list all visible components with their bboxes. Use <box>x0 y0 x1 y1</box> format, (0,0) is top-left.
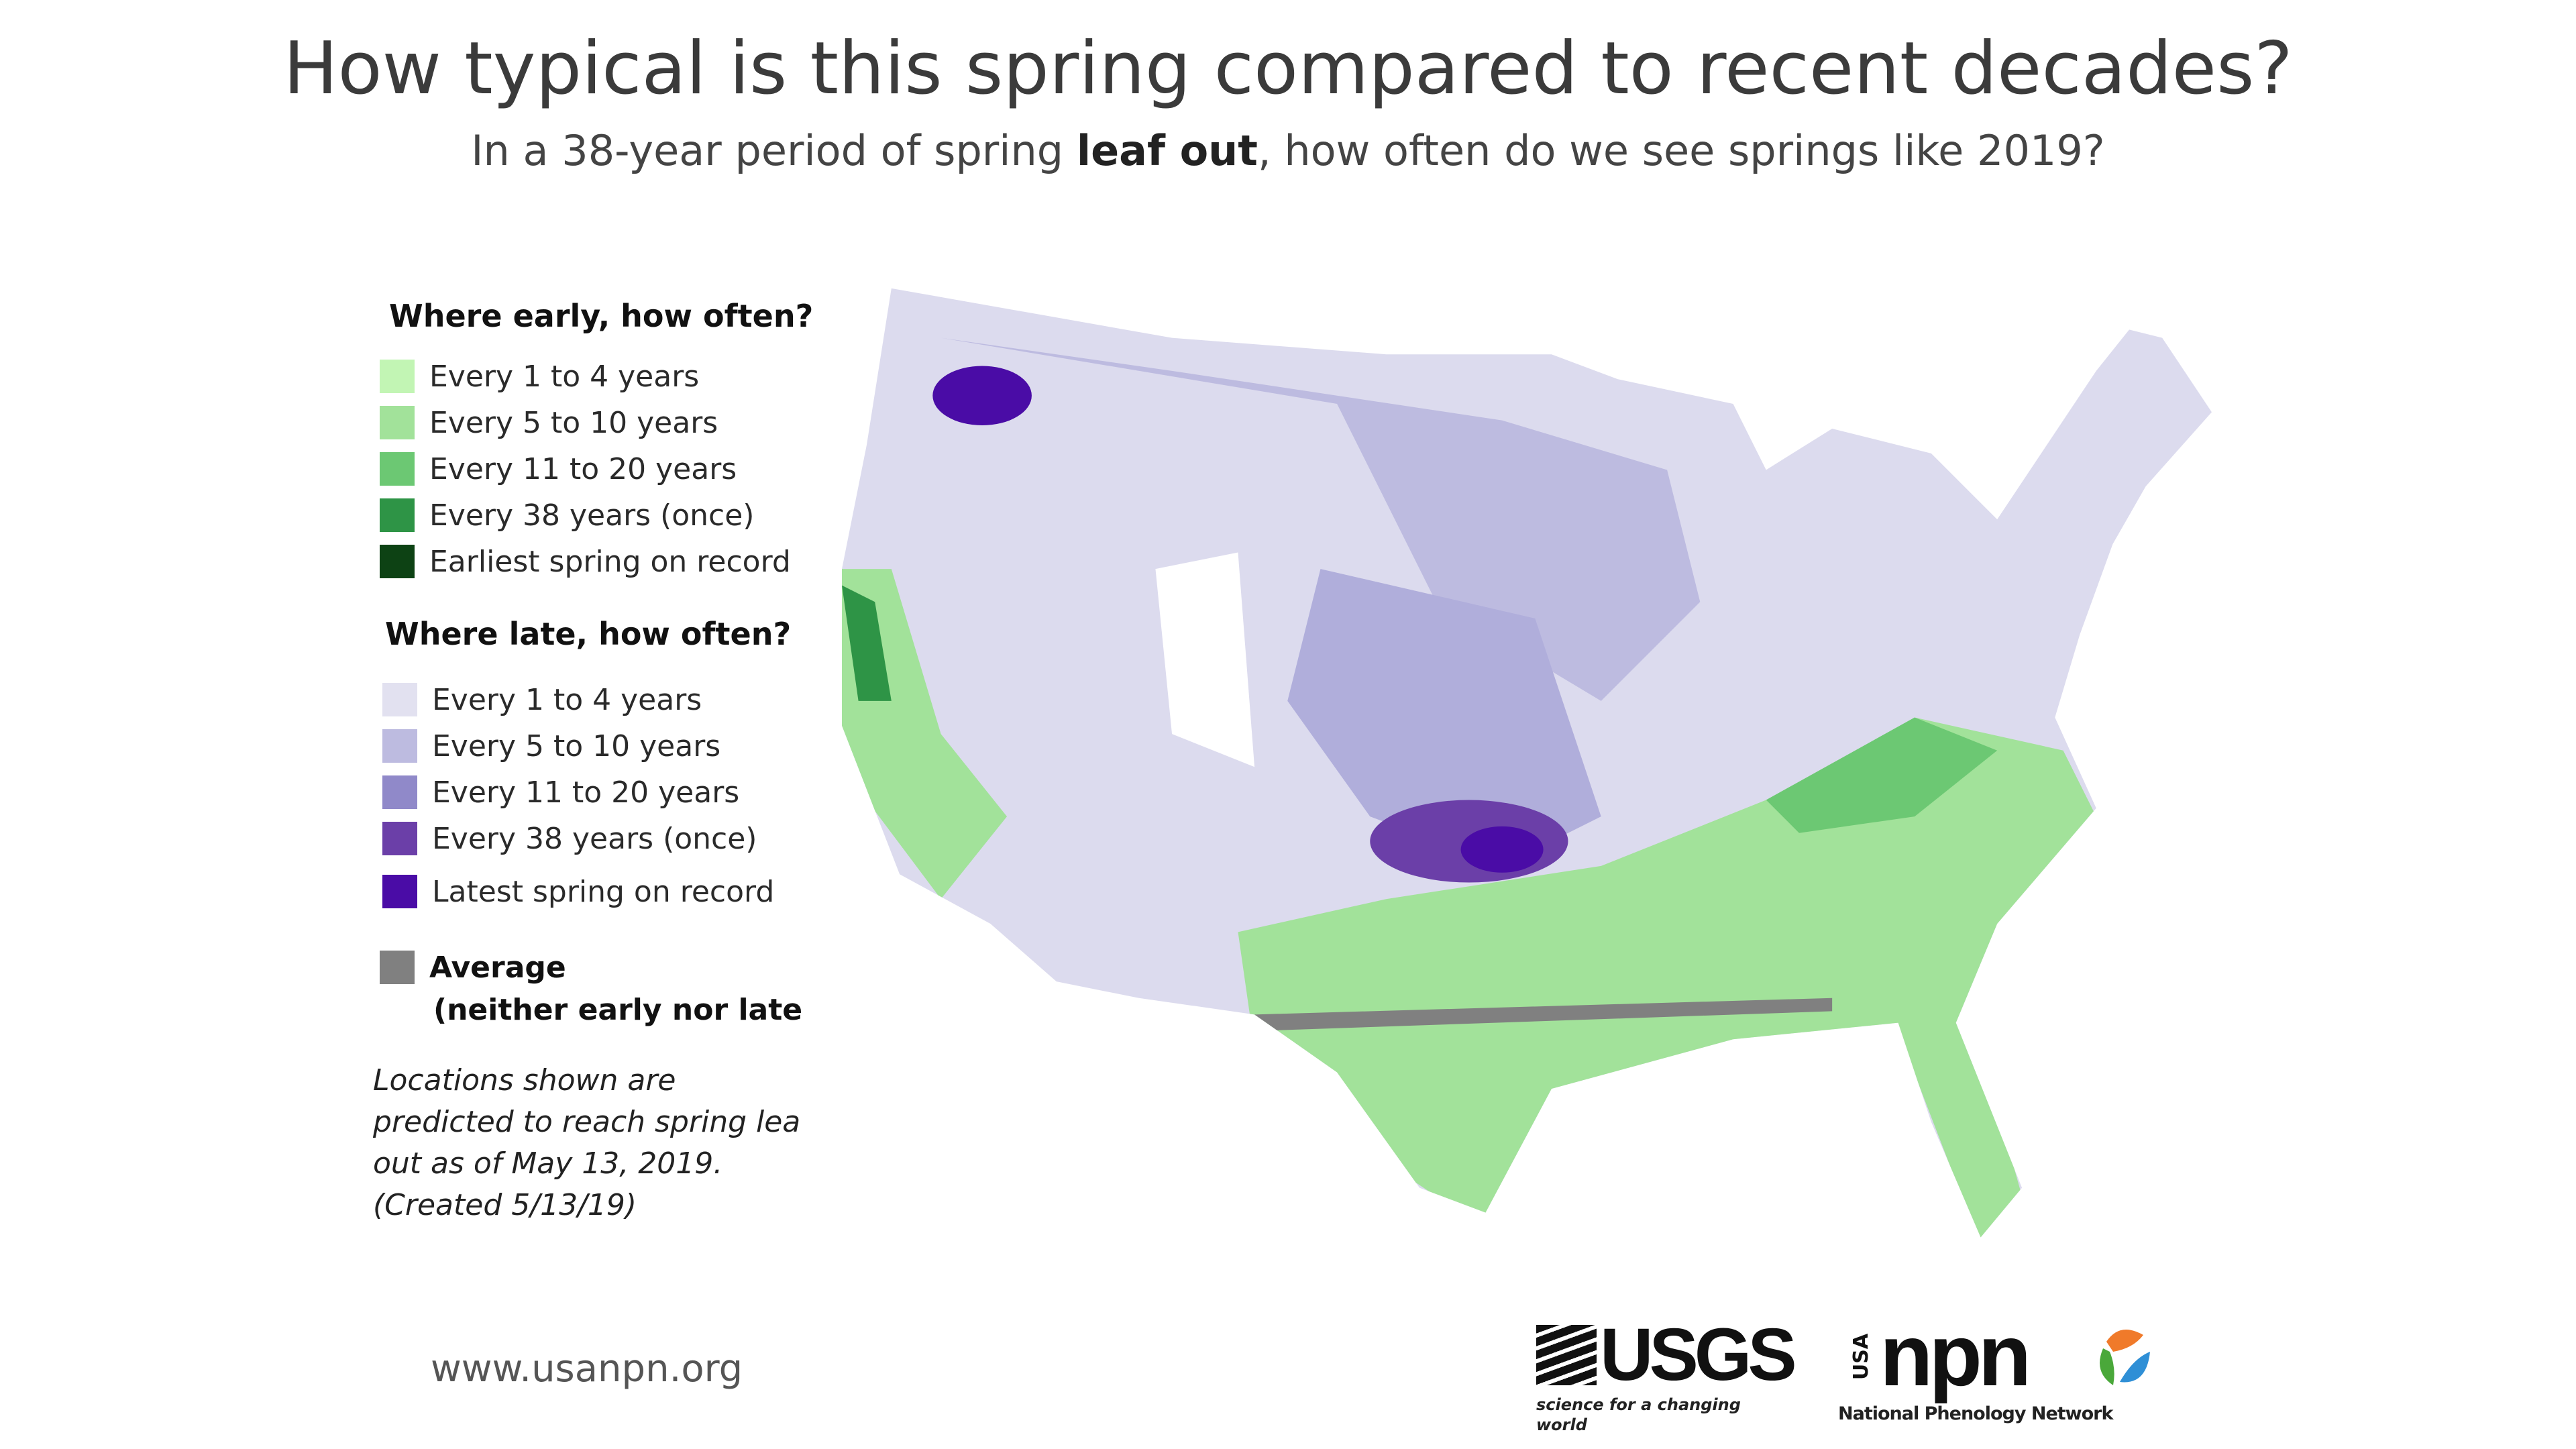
legend-label: Average <box>429 950 566 985</box>
legend-label: Every 38 years (once) <box>429 498 755 533</box>
legend-swatch <box>380 406 415 439</box>
usgs-tagline: science for a changing world <box>1536 1395 1741 1434</box>
legend-label: Every 1 to 4 years <box>432 682 702 717</box>
legend-item: Every 1 to 4 years <box>382 682 702 717</box>
legend-label: Every 1 to 4 years <box>429 359 700 394</box>
legend-label: Every 5 to 10 years <box>429 405 718 440</box>
npn-wordmark: npn <box>1880 1306 2031 1404</box>
latest-region <box>932 366 1032 426</box>
note-line: (Created 5/13/19) <box>373 1188 637 1222</box>
legend-label: Every 11 to 20 years <box>432 775 740 810</box>
legend-item: Earliest spring on record <box>380 544 791 579</box>
legend-item: Every 5 to 10 years <box>380 405 718 440</box>
subtitle-bold: leaf out <box>1076 126 1258 175</box>
legend-item: Every 11 to 20 years <box>380 451 737 486</box>
chart-title: How typical is this spring compared to r… <box>283 27 2293 111</box>
note-line: out as of May 13, 2019. <box>373 1146 723 1181</box>
npn-leaf-icon <box>2100 1330 2150 1385</box>
legend-swatch <box>380 498 415 532</box>
legend-average-sublabel: (neither early nor late <box>433 993 803 1027</box>
legend-swatch <box>382 875 417 908</box>
legend-swatch <box>380 545 415 578</box>
website-link[interactable]: www.usanpn.org <box>431 1347 743 1391</box>
npn-tagline: National Phenology Network <box>1838 1403 2113 1424</box>
usgs-logo: USGS science for a changing world <box>1536 1318 1797 1434</box>
usgs-wordmark: USGS <box>1600 1313 1797 1396</box>
legend-note: Locations shown are predicted to reach s… <box>373 1060 800 1226</box>
no-data-region <box>1155 552 1255 767</box>
legend-item: Latest spring on record <box>382 874 774 909</box>
late-5-10-region <box>1287 569 1601 866</box>
legend-swatch <box>382 822 417 855</box>
us-map <box>842 288 2212 1238</box>
legend-early-heading: Where early, how often? <box>389 298 814 334</box>
chart-subtitle: In a 38-year period of spring leaf out, … <box>0 126 2576 175</box>
early-11-20-region <box>1766 717 1998 833</box>
legend-item: Every 5 to 10 years <box>382 729 720 763</box>
legend-label: Every 5 to 10 years <box>432 729 721 763</box>
legend-swatch <box>380 452 415 486</box>
legend-item: Every 38 years (once) <box>380 498 754 533</box>
legend-swatch <box>380 360 415 393</box>
early-5-10-region <box>1238 717 2096 1238</box>
legend-swatch <box>382 729 417 763</box>
legend-label: Every 38 years (once) <box>432 821 757 856</box>
latest-region <box>1460 826 1544 873</box>
legend-swatch <box>380 951 415 984</box>
late-5-10-region <box>941 337 1701 701</box>
note-line: predicted to reach spring lea <box>373 1105 801 1139</box>
subtitle-text-end: , how often do we see springs like 2019? <box>1257 126 2105 175</box>
npn-usa: USA <box>1849 1333 1874 1381</box>
usgs-wave-icon <box>1536 1325 1597 1385</box>
legend-swatch <box>382 775 417 809</box>
legend-label: Earliest spring on record <box>429 544 791 579</box>
legend-late-heading: Where late, how often? <box>385 616 792 652</box>
average-region <box>1254 998 1833 1031</box>
legend-item: Every 1 to 4 years <box>380 359 699 394</box>
npn-logo: USA npn National Phenology Network <box>1838 1311 2174 1429</box>
legend-item-average: Average <box>380 950 566 985</box>
legend-item: Every 38 years (once) <box>382 821 757 856</box>
legend-label: Latest spring on record <box>432 874 775 909</box>
legend-swatch <box>382 683 417 716</box>
note-line: Locations shown are <box>373 1063 676 1097</box>
legend-item: Every 11 to 20 years <box>382 775 739 810</box>
legend-label: Every 11 to 20 years <box>429 451 737 486</box>
subtitle-text: In a 38-year period of spring <box>471 126 1077 175</box>
